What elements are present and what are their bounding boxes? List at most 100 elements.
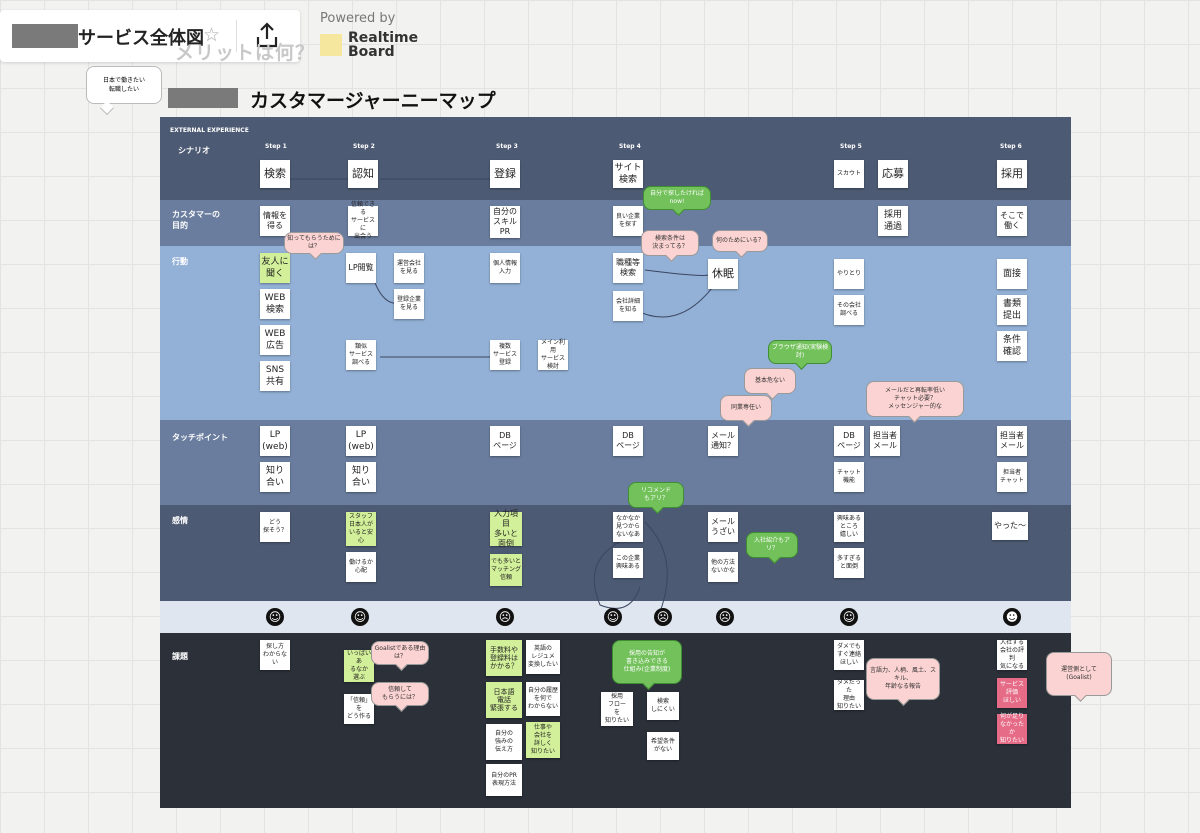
sticky-note[interactable]: 「信頼」を どう作る: [344, 694, 374, 724]
realtimeboard-logo[interactable]: [320, 34, 342, 56]
comment-callout[interactable]: ブラウザ通知(実験検討): [768, 340, 832, 364]
brand-name[interactable]: Realtime Board: [348, 31, 418, 59]
sticky-note[interactable]: 英語の レジュメ 変換したい: [526, 640, 560, 674]
sticky-note[interactable]: サイト 検索: [613, 160, 643, 188]
sticky-note[interactable]: 多すぎる と面倒: [834, 548, 864, 578]
sticky-note[interactable]: 登録企業 を見る: [394, 289, 424, 319]
sticky-note[interactable]: 探し方 わからない: [260, 640, 290, 670]
sticky-note[interactable]: 情報を 得る: [260, 206, 290, 236]
sticky-note[interactable]: 複数 サービス 登録: [490, 340, 520, 370]
sticky-note[interactable]: 良い企業 を探す: [613, 206, 643, 236]
sticky-note[interactable]: SNS 共有: [260, 361, 290, 391]
comment-callout[interactable]: 検索条件は 決まってる？: [641, 230, 699, 256]
sticky-note[interactable]: 担当者 メール: [997, 426, 1027, 456]
board-title[interactable]: サービス全体図: [78, 28, 204, 49]
sticky-note[interactable]: 登録: [490, 160, 520, 188]
sticky-note[interactable]: ダメだった 理由 知りたい: [834, 679, 864, 710]
sticky-note[interactable]: メイン利用 サービス 検討: [538, 339, 568, 370]
sticky-note[interactable]: 日本語 電話 緊張する: [486, 682, 522, 718]
powered-by: Powered by: [320, 11, 396, 26]
comment-callout[interactable]: 言語力、人柄、風土、スキル、 年齢なる報告: [866, 658, 940, 700]
comment-callout[interactable]: 何のためにいる？: [712, 230, 768, 252]
sticky-note[interactable]: どう 探そう？: [260, 512, 290, 542]
sticky-note[interactable]: 希望条件 がない: [647, 732, 679, 760]
sticky-note[interactable]: WEB 検索: [260, 289, 290, 319]
sticky-note[interactable]: 働けるか 心配: [346, 552, 376, 582]
sticky-note[interactable]: 知り 合い: [260, 462, 290, 492]
sticky-note[interactable]: 自分の スキル PR: [490, 206, 520, 238]
sticky-note[interactable]: 書類 提出: [997, 295, 1027, 325]
comment-callout[interactable]: 入社紹介もアリ？: [746, 532, 798, 558]
sticky-note[interactable]: チャット 機能: [834, 462, 864, 492]
sticky-note[interactable]: 自分の履歴 を何で わからない: [526, 682, 560, 716]
sticky-note[interactable]: 自分の 強みの 伝え方: [486, 724, 522, 760]
sticky-note[interactable]: 認知: [348, 160, 378, 188]
sticky-note[interactable]: 手数料や 登録料は かかる？: [486, 640, 522, 676]
sticky-note[interactable]: スタッフ 日本人が いると安心: [346, 512, 376, 546]
sticky-note[interactable]: 何が足り なかったか 知りたい: [997, 713, 1027, 744]
sticky-note[interactable]: 担当者 チャット: [997, 462, 1027, 492]
speech-bubble[interactable]: 日本で働きたい 転職したい: [86, 66, 162, 104]
sticky-note[interactable]: やった〜: [992, 512, 1028, 540]
row-label-action: 行動: [172, 257, 188, 266]
sticky-note[interactable]: 検索: [260, 160, 290, 188]
brand-line2: Board: [348, 44, 395, 60]
sticky-note[interactable]: 信頼できるサービスに出会う: [348, 201, 378, 240]
sticky-note[interactable]: スカウト: [834, 160, 864, 188]
sticky-note[interactable]: 自分のPR 表現方法: [486, 764, 522, 796]
sticky-note[interactable]: でも多いと マッチング 信頼: [490, 554, 522, 586]
comment-callout[interactable]: 知ってもらうためには？: [284, 232, 344, 254]
sticky-note[interactable]: 興味ある ところ 嬉しい: [834, 512, 864, 542]
comment-callout[interactable]: 運営側として (Goalist): [1046, 652, 1112, 696]
sticky-note[interactable]: WEB 広告: [260, 325, 290, 355]
comment-callout[interactable]: 信頼して もらうには？: [371, 682, 429, 706]
sticky-note[interactable]: 検索 しにくい: [647, 692, 679, 720]
sticky-note[interactable]: 類似 サービス 調べる: [346, 340, 376, 370]
sticky-note[interactable]: LP (web): [260, 426, 290, 456]
sticky-note[interactable]: 個人情報 入力: [490, 253, 520, 283]
star-icon[interactable]: ☆: [203, 24, 221, 46]
sticky-note[interactable]: 応募: [878, 160, 908, 188]
sticky-note[interactable]: 他の方法 ないかな: [708, 552, 738, 582]
sticky-note[interactable]: メール 通知？: [708, 426, 738, 456]
sticky-note[interactable]: 入力項目 多いと 面倒: [490, 509, 522, 548]
comment-callout[interactable]: リコメンド もアリ？: [628, 482, 684, 508]
sticky-note[interactable]: その会社 調べる: [834, 295, 864, 325]
sticky-note[interactable]: DB ページ: [834, 426, 864, 456]
comment-callout[interactable]: Goalistである理由は？: [371, 641, 429, 665]
sticky-note[interactable]: 面接: [997, 259, 1027, 289]
sticky-note[interactable]: ダメでも すぐ連絡 ほしい: [834, 640, 864, 670]
sticky-note[interactable]: この企業 興味ある: [613, 548, 643, 578]
comment-callout[interactable]: 自分で探したければ now!: [643, 186, 711, 210]
sticky-note[interactable]: 職種等 検索: [613, 253, 643, 283]
sticky-note[interactable]: 担当者 メール: [870, 426, 900, 456]
sticky-note[interactable]: そこで 働く: [997, 206, 1027, 236]
sticky-note[interactable]: 入社する 会社の評判 気になる: [997, 639, 1027, 670]
sticky-note[interactable]: 運営会社 を見る: [394, 253, 424, 283]
sticky-note[interactable]: DB ページ: [613, 426, 643, 456]
sticky-note[interactable]: LP (web): [346, 426, 376, 456]
map-title[interactable]: カスタマージャーニーマップ: [250, 90, 496, 112]
comment-callout[interactable]: メールだと再転率低い チャット必要？ メッセンジャー的な: [866, 381, 964, 417]
sticky-note[interactable]: サービス 評価 ほしい: [997, 678, 1027, 708]
comment-callout[interactable]: 同業専任い: [720, 395, 772, 421]
sticky-note[interactable]: 条件 確認: [997, 331, 1027, 361]
sticky-note[interactable]: DB ページ: [490, 426, 520, 456]
sticky-note[interactable]: 仕事や 会社を 詳しく 知りたい: [526, 722, 560, 758]
comment-callout[interactable]: 採用の告知が 書き込みできる 仕組み(企業制度): [612, 640, 682, 684]
sticky-note[interactable]: なかなか 見つから ないなあ: [613, 512, 643, 542]
sticky-note[interactable]: 休眠: [708, 259, 738, 289]
comment-callout[interactable]: 基本危ない: [744, 368, 796, 394]
sticky-note[interactable]: 友人に 聞く: [260, 253, 290, 283]
sticky-note[interactable]: メール うざい: [708, 512, 738, 542]
sticky-note[interactable]: 採用: [997, 160, 1027, 188]
upload-share-icon[interactable]: [256, 22, 278, 48]
sticky-note[interactable]: 会社詳細 を知る: [613, 291, 643, 321]
sticky-note[interactable]: 採用 通過: [878, 206, 908, 236]
sticky-note[interactable]: 知り 合い: [346, 462, 376, 492]
step-label: Step 2: [353, 143, 375, 150]
sticky-note[interactable]: LP閲覧: [346, 253, 376, 283]
sticky-note[interactable]: 採用 フローを知りたい: [601, 692, 633, 726]
sticky-note[interactable]: やりとり: [834, 259, 864, 289]
sticky-note[interactable]: いっぱいあ るなか 選ぶ: [344, 650, 374, 682]
